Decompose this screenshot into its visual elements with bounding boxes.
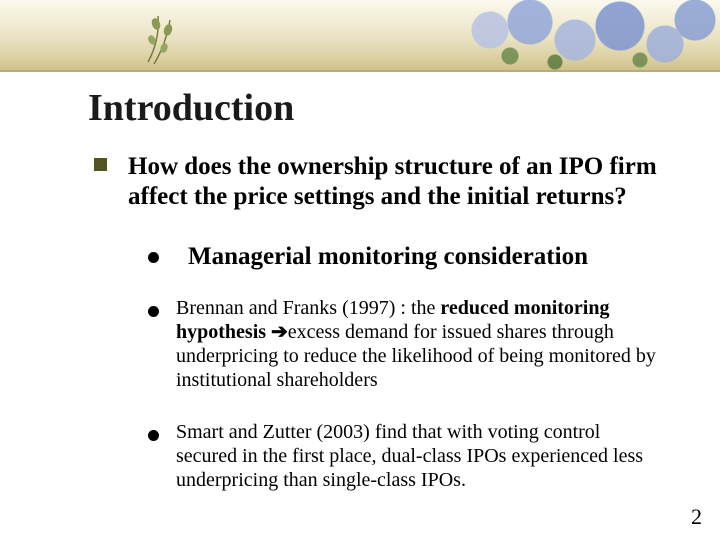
main-question-text: How does the ownership structure of an I…: [128, 152, 668, 211]
sub-point-smart-zutter: Smart and Zutter (2003) find that with v…: [176, 420, 666, 492]
right-arrow-icon: ➔: [271, 321, 288, 343]
decorative-banner: [0, 0, 720, 72]
sub-point-brennan-franks: Brennan and Franks (1997) : the reduced …: [176, 296, 656, 392]
page-number: 2: [691, 504, 702, 530]
stem-decor-icon: [140, 10, 200, 70]
dot-bullet-icon: [148, 304, 159, 322]
dot-bullet-icon: [148, 428, 159, 446]
square-bullet-icon: [94, 158, 110, 174]
slide-title: Introduction: [88, 86, 294, 130]
dot-bullet-icon: [148, 250, 159, 268]
sub-point-monitoring: Managerial monitoring consideration: [188, 242, 668, 272]
sub2-lead: Brennan and Franks (1997) : the: [176, 297, 440, 319]
slide-content: Introduction How does the ownership stru…: [0, 72, 720, 540]
